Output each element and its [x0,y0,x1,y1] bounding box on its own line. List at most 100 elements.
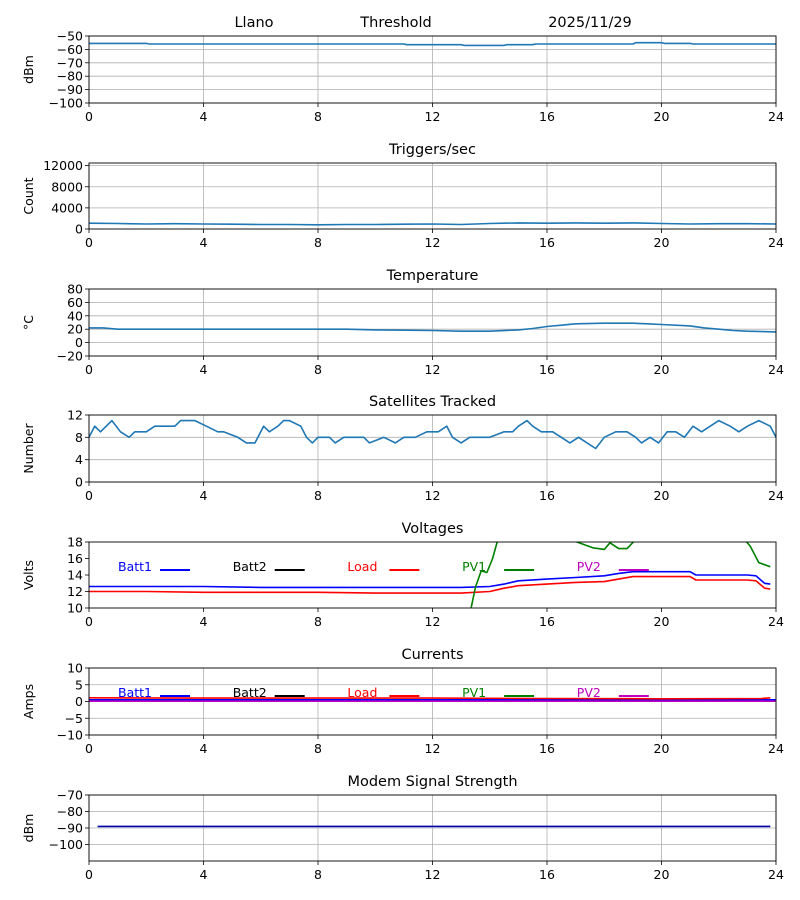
x-tick-label: 0 [85,362,93,377]
series-line-pv1 [574,542,635,551]
y-tick-label: 4000 [51,200,83,215]
y-axis-label: °C [21,315,36,330]
x-tick-label: 20 [654,235,670,250]
series-line-pv1 [470,542,498,608]
legend-label-pv1: PV1 [462,685,486,700]
y-axis-label: Number [21,423,36,474]
x-tick-label: 20 [654,109,670,124]
chart-title: Modem Signal Strength [347,774,517,790]
y-tick-label: 40 [67,308,83,323]
x-tick-label: 12 [425,109,441,124]
x-tick-label: 8 [314,867,322,882]
x-tick-label: 20 [654,362,670,377]
x-tick-label: 12 [425,867,441,882]
y-tick-label: 10 [67,661,83,676]
y-tick-label: −80 [57,69,83,84]
station-label: Llano [234,15,273,31]
axes-frame [88,667,777,736]
x-tick-label: 16 [539,362,555,377]
x-tick-label: 24 [768,614,784,629]
x-tick-label: 20 [654,867,670,882]
x-tick-label: 0 [85,741,93,756]
y-tick-label: −70 [57,55,83,70]
chart-title: Voltages [402,521,464,537]
y-tick-label: 80 [67,282,83,297]
panel-3: 0 4 8 12 16 20 24 0 4 8 12 Satellites Tracked Number [21,394,784,503]
date-label: 2025/11/29 [548,15,632,31]
y-tick-label: 12000 [43,158,83,173]
x-tick-label: 4 [200,109,208,124]
legend-label-pv2: PV2 [577,685,601,700]
series-line-batt1 [89,570,771,589]
x-tick-label: 16 [539,741,555,756]
x-tick-label: 4 [200,235,208,250]
axes-frame [88,414,777,483]
series-line-0 [89,322,776,333]
y-tick-label: 0 [75,694,83,709]
series-line-pv1 [745,542,771,568]
x-tick-label: 16 [539,488,555,503]
legend-label-load: Load [347,559,377,574]
y-tick-label: 12 [67,408,83,423]
y-tick-label: −90 [57,82,83,97]
x-tick-label: 16 [539,614,555,629]
y-tick-label: −5 [65,711,83,726]
x-tick-label: 8 [314,741,322,756]
y-tick-label: 14 [67,568,83,583]
panel-6: 0 4 8 12 16 20 24 −100−90 −80−70 Modem Signal Str… [21,774,784,882]
series-line-load [89,575,771,594]
y-tick-label: 12 [67,584,83,599]
legend-label-pv2: PV2 [577,559,601,574]
y-tick-label: −80 [57,804,83,819]
x-tick-label: 16 [539,235,555,250]
chart-title: Temperature [386,268,479,284]
y-tick-label: −90 [57,821,83,836]
y-tick-label: 10 [67,601,83,616]
x-tick-label: 16 [539,867,555,882]
x-tick-label: 4 [200,741,208,756]
mode-label: Threshold [359,15,431,31]
x-tick-label: 12 [425,488,441,503]
y-tick-label: −100 [49,837,83,852]
x-tick-label: 12 [425,614,441,629]
x-tick-label: 20 [654,614,670,629]
axes-frame [88,162,777,230]
x-tick-label: 16 [539,109,555,124]
y-tick-label: 60 [67,295,83,310]
series-line-0 [89,41,776,47]
y-tick-label: −10 [57,728,83,743]
series-line-0 [89,222,776,226]
x-tick-label: 4 [200,867,208,882]
x-tick-label: 24 [768,235,784,250]
legend-label-batt2: Batt2 [233,685,267,700]
legend-label-batt1: Batt1 [118,685,152,700]
y-tick-label: 0 [75,222,83,237]
x-tick-label: 12 [425,741,441,756]
x-tick-label: 4 [200,362,208,377]
x-tick-label: 0 [85,488,93,503]
y-axis-label: Volts [21,560,36,590]
y-tick-label: −20 [57,349,83,364]
y-axis-label: dBm [21,814,36,843]
panel-1: 0 4 8 12 16 20 24 0 4000 8000 12000 Triggers/sec Cou… [21,142,784,250]
y-tick-label: −100 [49,96,83,111]
x-tick-label: 0 [85,614,93,629]
y-tick-label: 8000 [51,179,83,194]
legend-label-batt2: Batt2 [233,559,267,574]
y-tick-label: 4 [75,452,83,467]
x-tick-label: 0 [85,867,93,882]
series-line-load [89,696,771,700]
x-tick-label: 4 [200,614,208,629]
x-tick-label: 24 [768,109,784,124]
y-tick-label: −50 [57,29,83,44]
chart-title: Currents [401,647,463,663]
x-tick-label: 20 [654,741,670,756]
y-tick-label: 0 [75,335,83,350]
y-tick-label: 16 [67,551,83,566]
axes-frame [88,794,777,862]
x-tick-label: 8 [314,235,322,250]
x-tick-label: 12 [425,362,441,377]
x-tick-label: 24 [768,741,784,756]
